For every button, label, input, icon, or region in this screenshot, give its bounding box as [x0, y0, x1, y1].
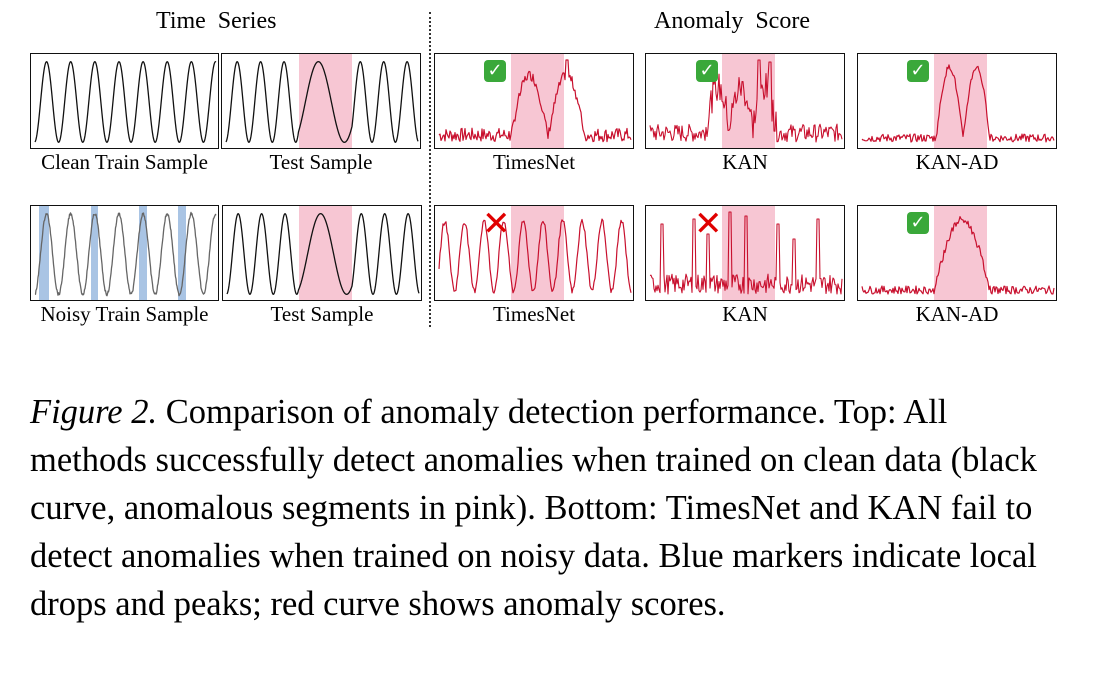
- anomaly-region: [511, 206, 564, 300]
- kan-label-bottom: KAN: [722, 302, 768, 326]
- clean-train-panel: [30, 53, 219, 149]
- noise-marker: [178, 206, 186, 300]
- kanad-label-bottom: KAN-AD: [915, 302, 999, 326]
- test-panel-top: [221, 53, 421, 149]
- figure-caption: Figure 2. Comparison of anomaly detectio…: [30, 388, 1070, 628]
- check-icon: ✓: [907, 60, 929, 82]
- section-divider: [429, 12, 431, 327]
- timesnet-label-top: TimesNet: [492, 150, 576, 174]
- test-signal-curve: [226, 213, 420, 295]
- kanad-score-panel-bottom: [857, 205, 1057, 301]
- kan-score-panel-bottom: [645, 205, 845, 301]
- anomaly-region: [934, 206, 987, 300]
- test-signal-curve: [225, 61, 419, 143]
- test-panel-bottom: [222, 205, 422, 301]
- timesnet-score-panel-top: [434, 53, 634, 149]
- noisy-train-label: Noisy Train Sample: [40, 302, 209, 326]
- noisy-signal-curve: [34, 211, 217, 297]
- kanad-score-panel-top: [857, 53, 1057, 149]
- kan-label-top: KAN: [722, 150, 768, 174]
- figure-number: Figure 2.: [30, 393, 158, 431]
- kanad-score-curve: [861, 64, 1055, 143]
- timesnet-label-bottom: TimesNet: [492, 302, 576, 326]
- check-icon: ✓: [907, 212, 929, 234]
- noise-marker: [91, 206, 98, 300]
- kanad-score-curve: [861, 216, 1055, 295]
- anomaly-region: [511, 54, 564, 148]
- kan-score-curve: [649, 211, 843, 295]
- noise-marker: [139, 206, 147, 300]
- test-label-bottom: Test Sample: [270, 302, 374, 326]
- kan-score-panel-top: [645, 53, 845, 149]
- time-series-header: Time Series: [156, 8, 277, 34]
- clean-signal-curve: [34, 61, 217, 143]
- cross-icon: ✕: [482, 204, 511, 244]
- anomaly-region: [722, 54, 775, 148]
- anomaly-score-header: Anomaly Score: [654, 8, 810, 34]
- clean-train-label: Clean Train Sample: [41, 150, 208, 174]
- check-icon: ✓: [696, 60, 718, 82]
- kanad-label-top: KAN-AD: [915, 150, 999, 174]
- noise-marker: [39, 206, 49, 300]
- test-label-top: Test Sample: [269, 150, 373, 174]
- kan-score-curve: [649, 59, 843, 143]
- check-icon: ✓: [484, 60, 506, 82]
- timesnet-score-panel-bottom: [434, 205, 634, 301]
- caption-text: Comparison of anomaly detection performa…: [30, 393, 1037, 623]
- noisy-train-panel: [30, 205, 219, 301]
- cross-icon: ✕: [694, 204, 723, 244]
- anomaly-region: [299, 54, 352, 148]
- timesnet-score-curve: [438, 218, 632, 294]
- timesnet-score-curve: [438, 59, 632, 143]
